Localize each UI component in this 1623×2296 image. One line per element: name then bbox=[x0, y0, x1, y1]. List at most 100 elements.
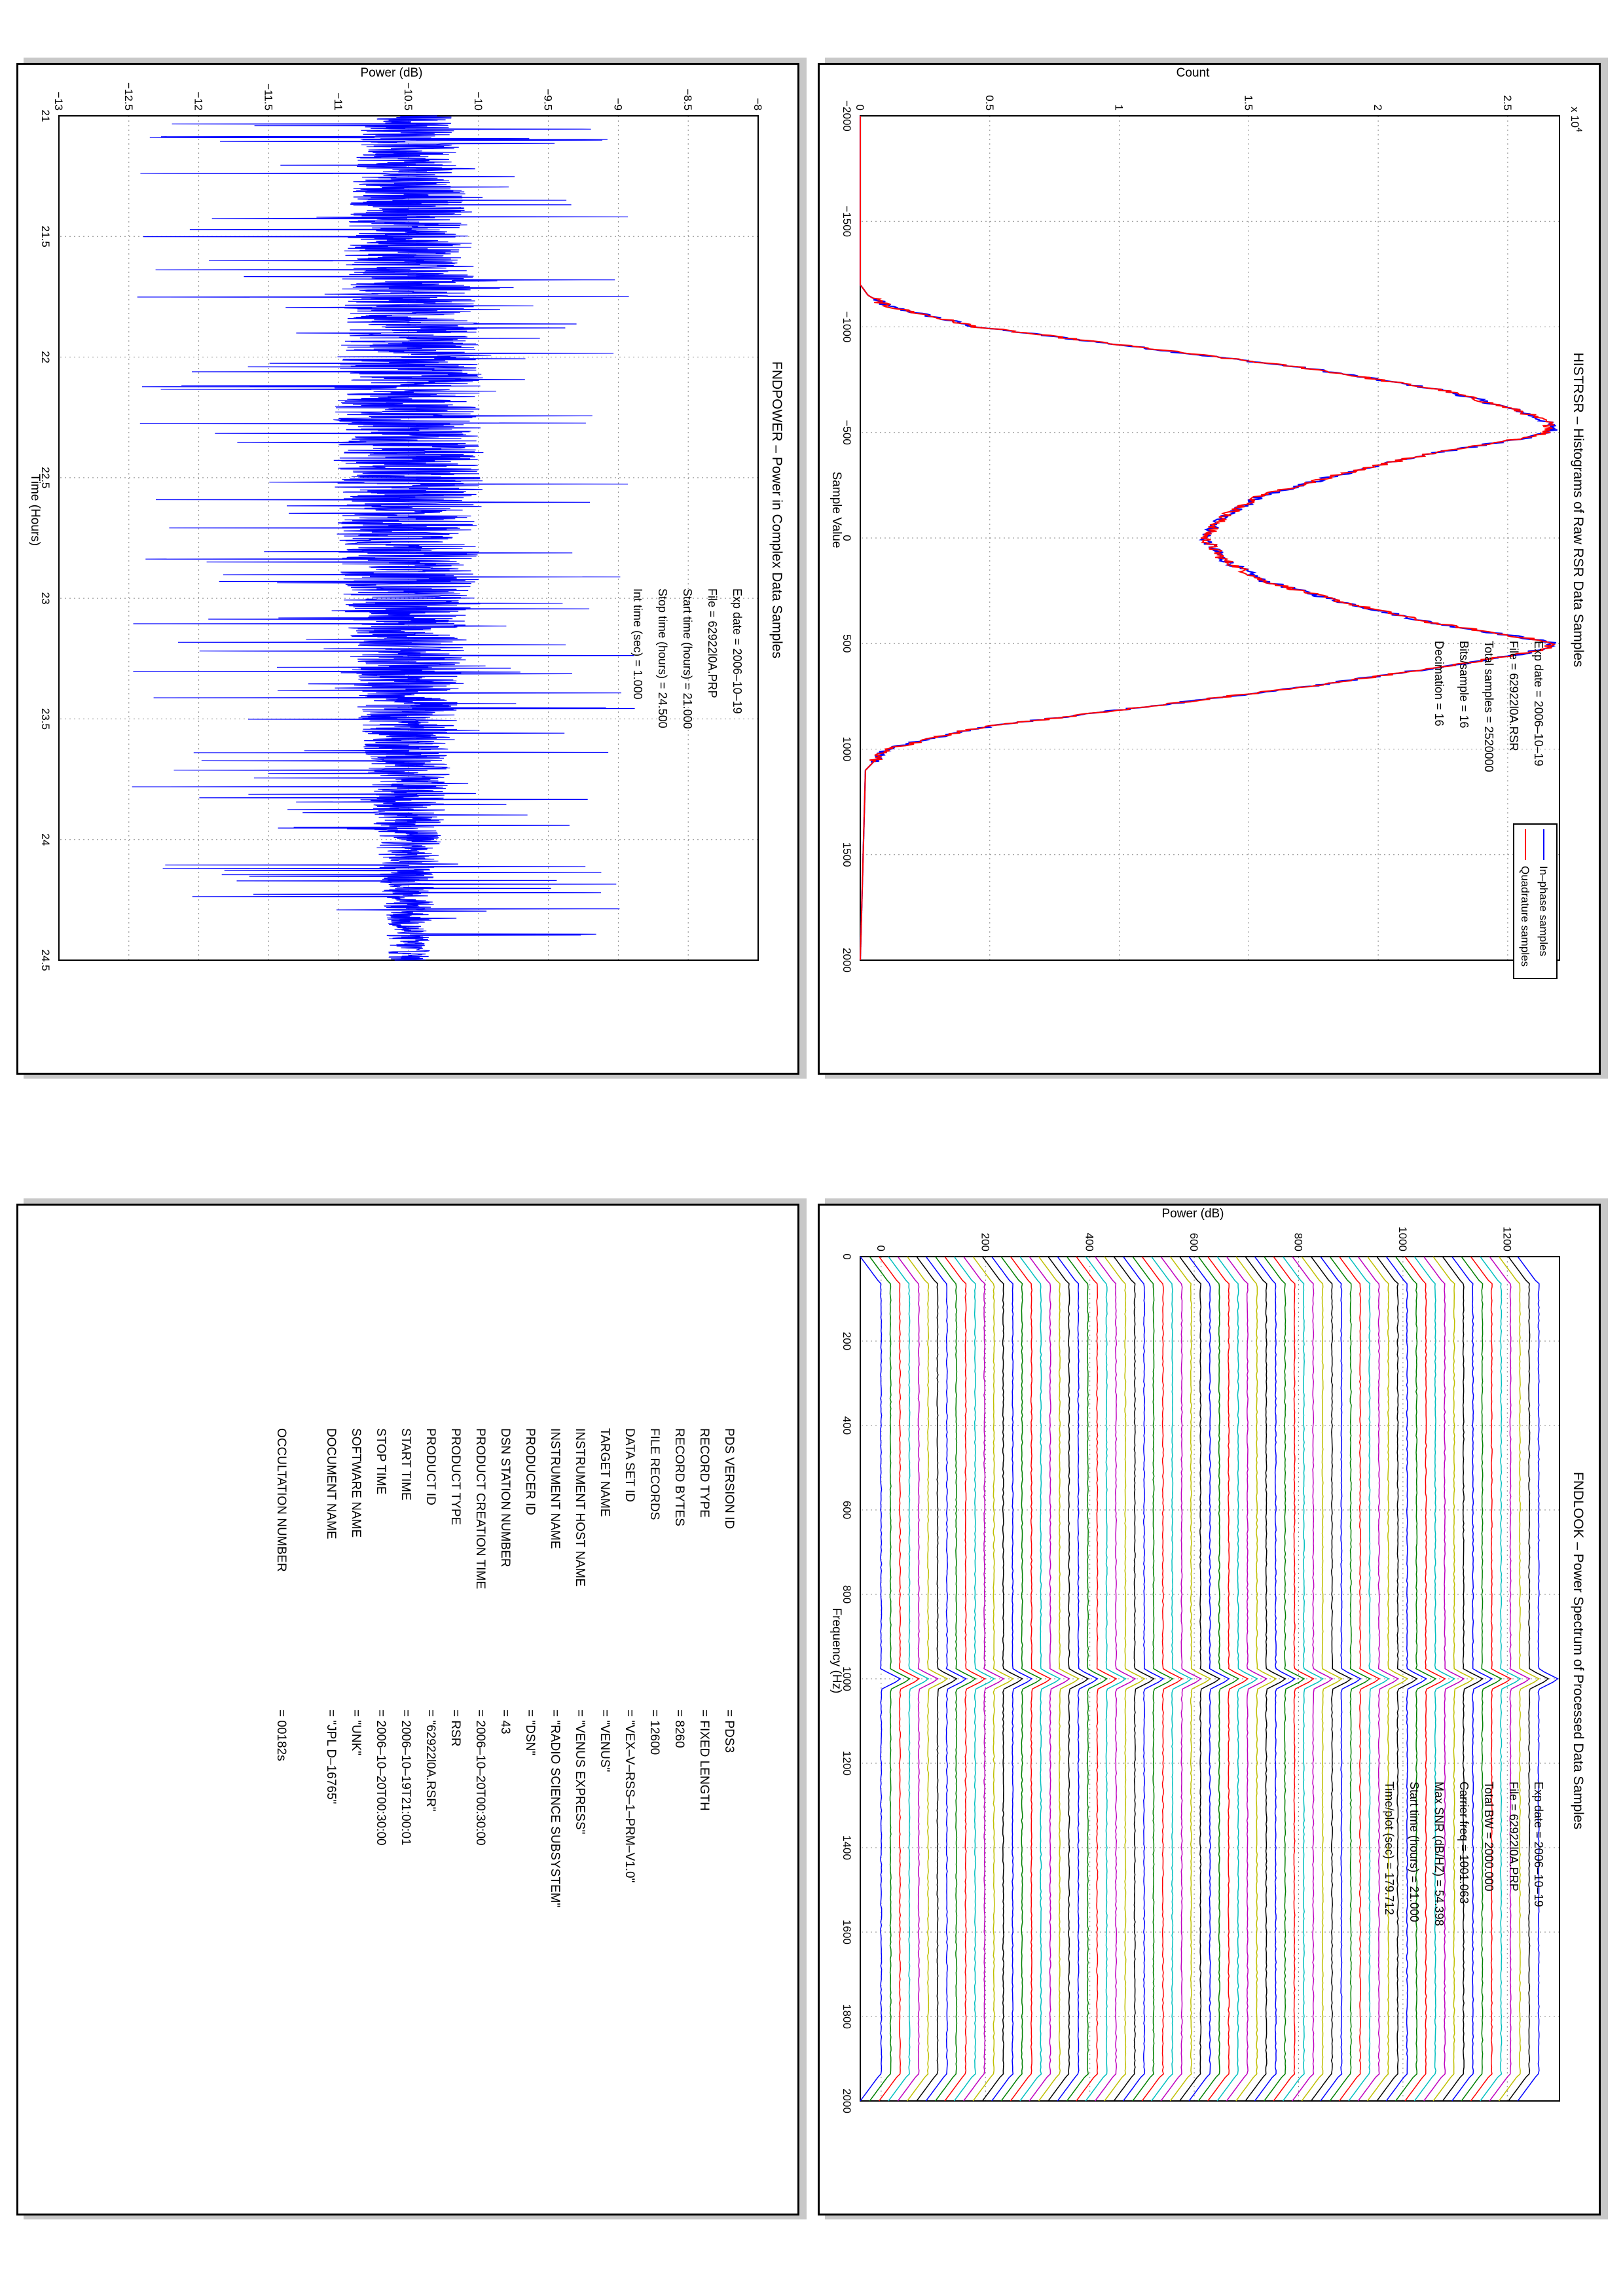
label-value: = 2006–10–19T21:00:01 bbox=[399, 1710, 412, 1846]
fndlook-series bbox=[1235, 1256, 1277, 2102]
histrsr-annotation: Decimation = 16 bbox=[1432, 641, 1446, 726]
fndlook-series bbox=[1048, 1256, 1089, 2102]
label-key: DATA SET ID bbox=[623, 1428, 636, 1502]
fndlook-series bbox=[1104, 1256, 1146, 2102]
fndlook-series bbox=[1395, 1256, 1437, 2102]
fndpower-annotation: Int time (sec) = 1.000 bbox=[631, 588, 644, 700]
fndpower-annotation: Stop time (hours) = 24.500 bbox=[656, 588, 669, 728]
fndlook-series bbox=[1169, 1256, 1212, 2102]
fndlook-annotation: Carrier freq = 1001.063 bbox=[1457, 1782, 1470, 1904]
fndlook-ytick-label: 1200 bbox=[1501, 1227, 1513, 1251]
histrsr-ytick-label: 0 bbox=[854, 105, 866, 111]
fndlook-series bbox=[1404, 1256, 1446, 2102]
fndlook-series bbox=[879, 1256, 921, 2102]
label-value: = RSR bbox=[448, 1710, 462, 1747]
fndlook-chart: 0 200 400 600 800 1000 1200 1400 1600 1800 2000 0 20… bbox=[830, 1207, 1586, 2113]
fndlook-series bbox=[1113, 1256, 1155, 2102]
label-value: = "JPL D–16765" bbox=[324, 1710, 338, 1804]
histrsr-xtick-label: 1000 bbox=[841, 737, 853, 762]
label-value: = "VEX–V–RSS–1–PRM–V1.0" bbox=[623, 1710, 636, 1882]
fndlook-ytick-label: 600 bbox=[1188, 1233, 1200, 1251]
fndlook-series bbox=[1019, 1256, 1061, 2102]
fndlook-series bbox=[1245, 1256, 1286, 2102]
fndlook-series bbox=[1348, 1256, 1390, 2102]
fndlook-series bbox=[1207, 1256, 1249, 2102]
label-key: SOFTWARE NAME bbox=[349, 1428, 363, 1537]
label-key: RECORD BYTES bbox=[672, 1428, 686, 1526]
fndlook-series bbox=[1301, 1256, 1343, 2102]
label-value: = "DSN" bbox=[523, 1710, 537, 1755]
fndlook-series bbox=[1010, 1256, 1052, 2102]
histrsr-panel: −2000 −1500 −1000 −500 0 500 1000 1500 2000 0 0.5 1… bbox=[818, 63, 1601, 1075]
fndpower-ytick-label: −9.5 bbox=[542, 88, 555, 111]
fndlook-series bbox=[897, 1256, 939, 2102]
fndpower-title: FNDPOWER – Power in Complex Data Samples bbox=[769, 361, 784, 658]
fndlook-series bbox=[1385, 1256, 1427, 2102]
label-value: = FIXED LENGTH bbox=[697, 1710, 711, 1811]
fndlook-series bbox=[1057, 1256, 1099, 2102]
histrsr-xlabel: Sample Value bbox=[830, 472, 843, 548]
fndlook-annotation: Exp date = 2006–10–19 bbox=[1532, 1782, 1545, 1907]
histrsr-ytick-label: 1.5 bbox=[1242, 95, 1254, 111]
fndlook-series bbox=[925, 1256, 968, 2102]
fndlook-series bbox=[1461, 1256, 1503, 2102]
fndlook-series bbox=[1085, 1256, 1127, 2102]
fndlook-series bbox=[1076, 1256, 1118, 2102]
fndlook-ytick-label: 800 bbox=[1292, 1233, 1304, 1251]
fndlook-xtick-label: 0 bbox=[841, 1253, 853, 1259]
histrsr-xtick-label: 2000 bbox=[841, 948, 853, 973]
fndlook-series bbox=[1188, 1256, 1230, 2102]
histrsr-series-inphase bbox=[859, 116, 1558, 960]
fndpower-xlabel: Time (Hours) bbox=[28, 474, 42, 546]
fndlook-xtick-label: 800 bbox=[841, 1585, 853, 1604]
histrsr-title: HISTRSR – Histograms of Raw RSR Data Sam… bbox=[1571, 353, 1586, 668]
histrsr-annotation: Exp date = 2006–10–19 bbox=[1532, 641, 1545, 766]
fndlook-xtick-label: 600 bbox=[841, 1501, 853, 1519]
fndlook-series bbox=[1451, 1256, 1493, 2102]
fndlook-series bbox=[1095, 1256, 1137, 2102]
fndlook-series bbox=[1132, 1256, 1174, 2102]
fndlook-series bbox=[1442, 1256, 1484, 2102]
fndlook-annotation: Time/plot (sec) = 179.712 bbox=[1383, 1782, 1396, 1915]
fndpower-ylabel: Power (dB) bbox=[360, 66, 422, 80]
histrsr-legend: In–phase samples Quadrature samples bbox=[1513, 823, 1558, 979]
fndpower-ytick-label: −12.5 bbox=[122, 82, 135, 111]
label-value: = 12600 bbox=[647, 1710, 661, 1755]
label-value: = "VENUS EXPRESS" bbox=[573, 1710, 587, 1834]
fndlook-series bbox=[1480, 1256, 1522, 2102]
fndlook-series bbox=[907, 1256, 949, 2102]
label-value: = 8260 bbox=[672, 1710, 686, 1748]
fndlook-series bbox=[869, 1256, 911, 2102]
fndlook-series bbox=[1000, 1256, 1042, 2102]
fndlook-series bbox=[991, 1256, 1033, 2102]
fndpower-ytick-label: −12 bbox=[192, 92, 205, 111]
fndlook-series bbox=[1489, 1256, 1531, 2102]
fndlook-xtick-label: 1800 bbox=[841, 2004, 853, 2029]
fndlook-series bbox=[1498, 1256, 1541, 2102]
fndlook-title: FNDLOOK – Power Spectrum of Processed Da… bbox=[1571, 1472, 1586, 1829]
fndlook-series bbox=[1508, 1256, 1550, 2102]
fndlook-series bbox=[1310, 1256, 1353, 2102]
fndlook-ylabel: Power (dB) bbox=[1161, 1207, 1224, 1221]
label-value: = "62922l0A.RSR" bbox=[424, 1710, 437, 1812]
histrsr-ytick-label: 0.5 bbox=[983, 95, 996, 111]
label-key: INSTRUMENT HOST NAME bbox=[573, 1428, 587, 1587]
fndlook-series bbox=[1179, 1256, 1221, 2102]
fndlook-series bbox=[963, 1256, 1005, 2102]
histrsr-xtick-label: −500 bbox=[841, 420, 853, 445]
fndlook-series bbox=[1470, 1256, 1512, 2102]
fndlook-series bbox=[1292, 1256, 1334, 2102]
histrsr-xtick-label: 1500 bbox=[841, 842, 853, 867]
fndlook-series bbox=[1273, 1256, 1315, 2102]
fndlook-panel: 0 200 400 600 800 1000 1200 1400 1600 1800 2000 0 20… bbox=[818, 1204, 1601, 2215]
fndlook-series bbox=[1160, 1256, 1202, 2102]
fndlook-annotation: File = 62922l0A.PRP bbox=[1507, 1782, 1520, 1892]
fndlook-series bbox=[1357, 1256, 1399, 2102]
label-key: PDS VERSION ID bbox=[722, 1428, 736, 1529]
fndlook-xlabel: Frequency (Hz) bbox=[830, 1608, 843, 1694]
fndlook-xtick-label: 200 bbox=[841, 1332, 853, 1350]
fndlook-series bbox=[1141, 1256, 1183, 2102]
fndpower-ytick-label: −8.5 bbox=[682, 88, 694, 111]
fndlook-series bbox=[1413, 1256, 1456, 2102]
histrsr-axes-box bbox=[860, 115, 1560, 961]
